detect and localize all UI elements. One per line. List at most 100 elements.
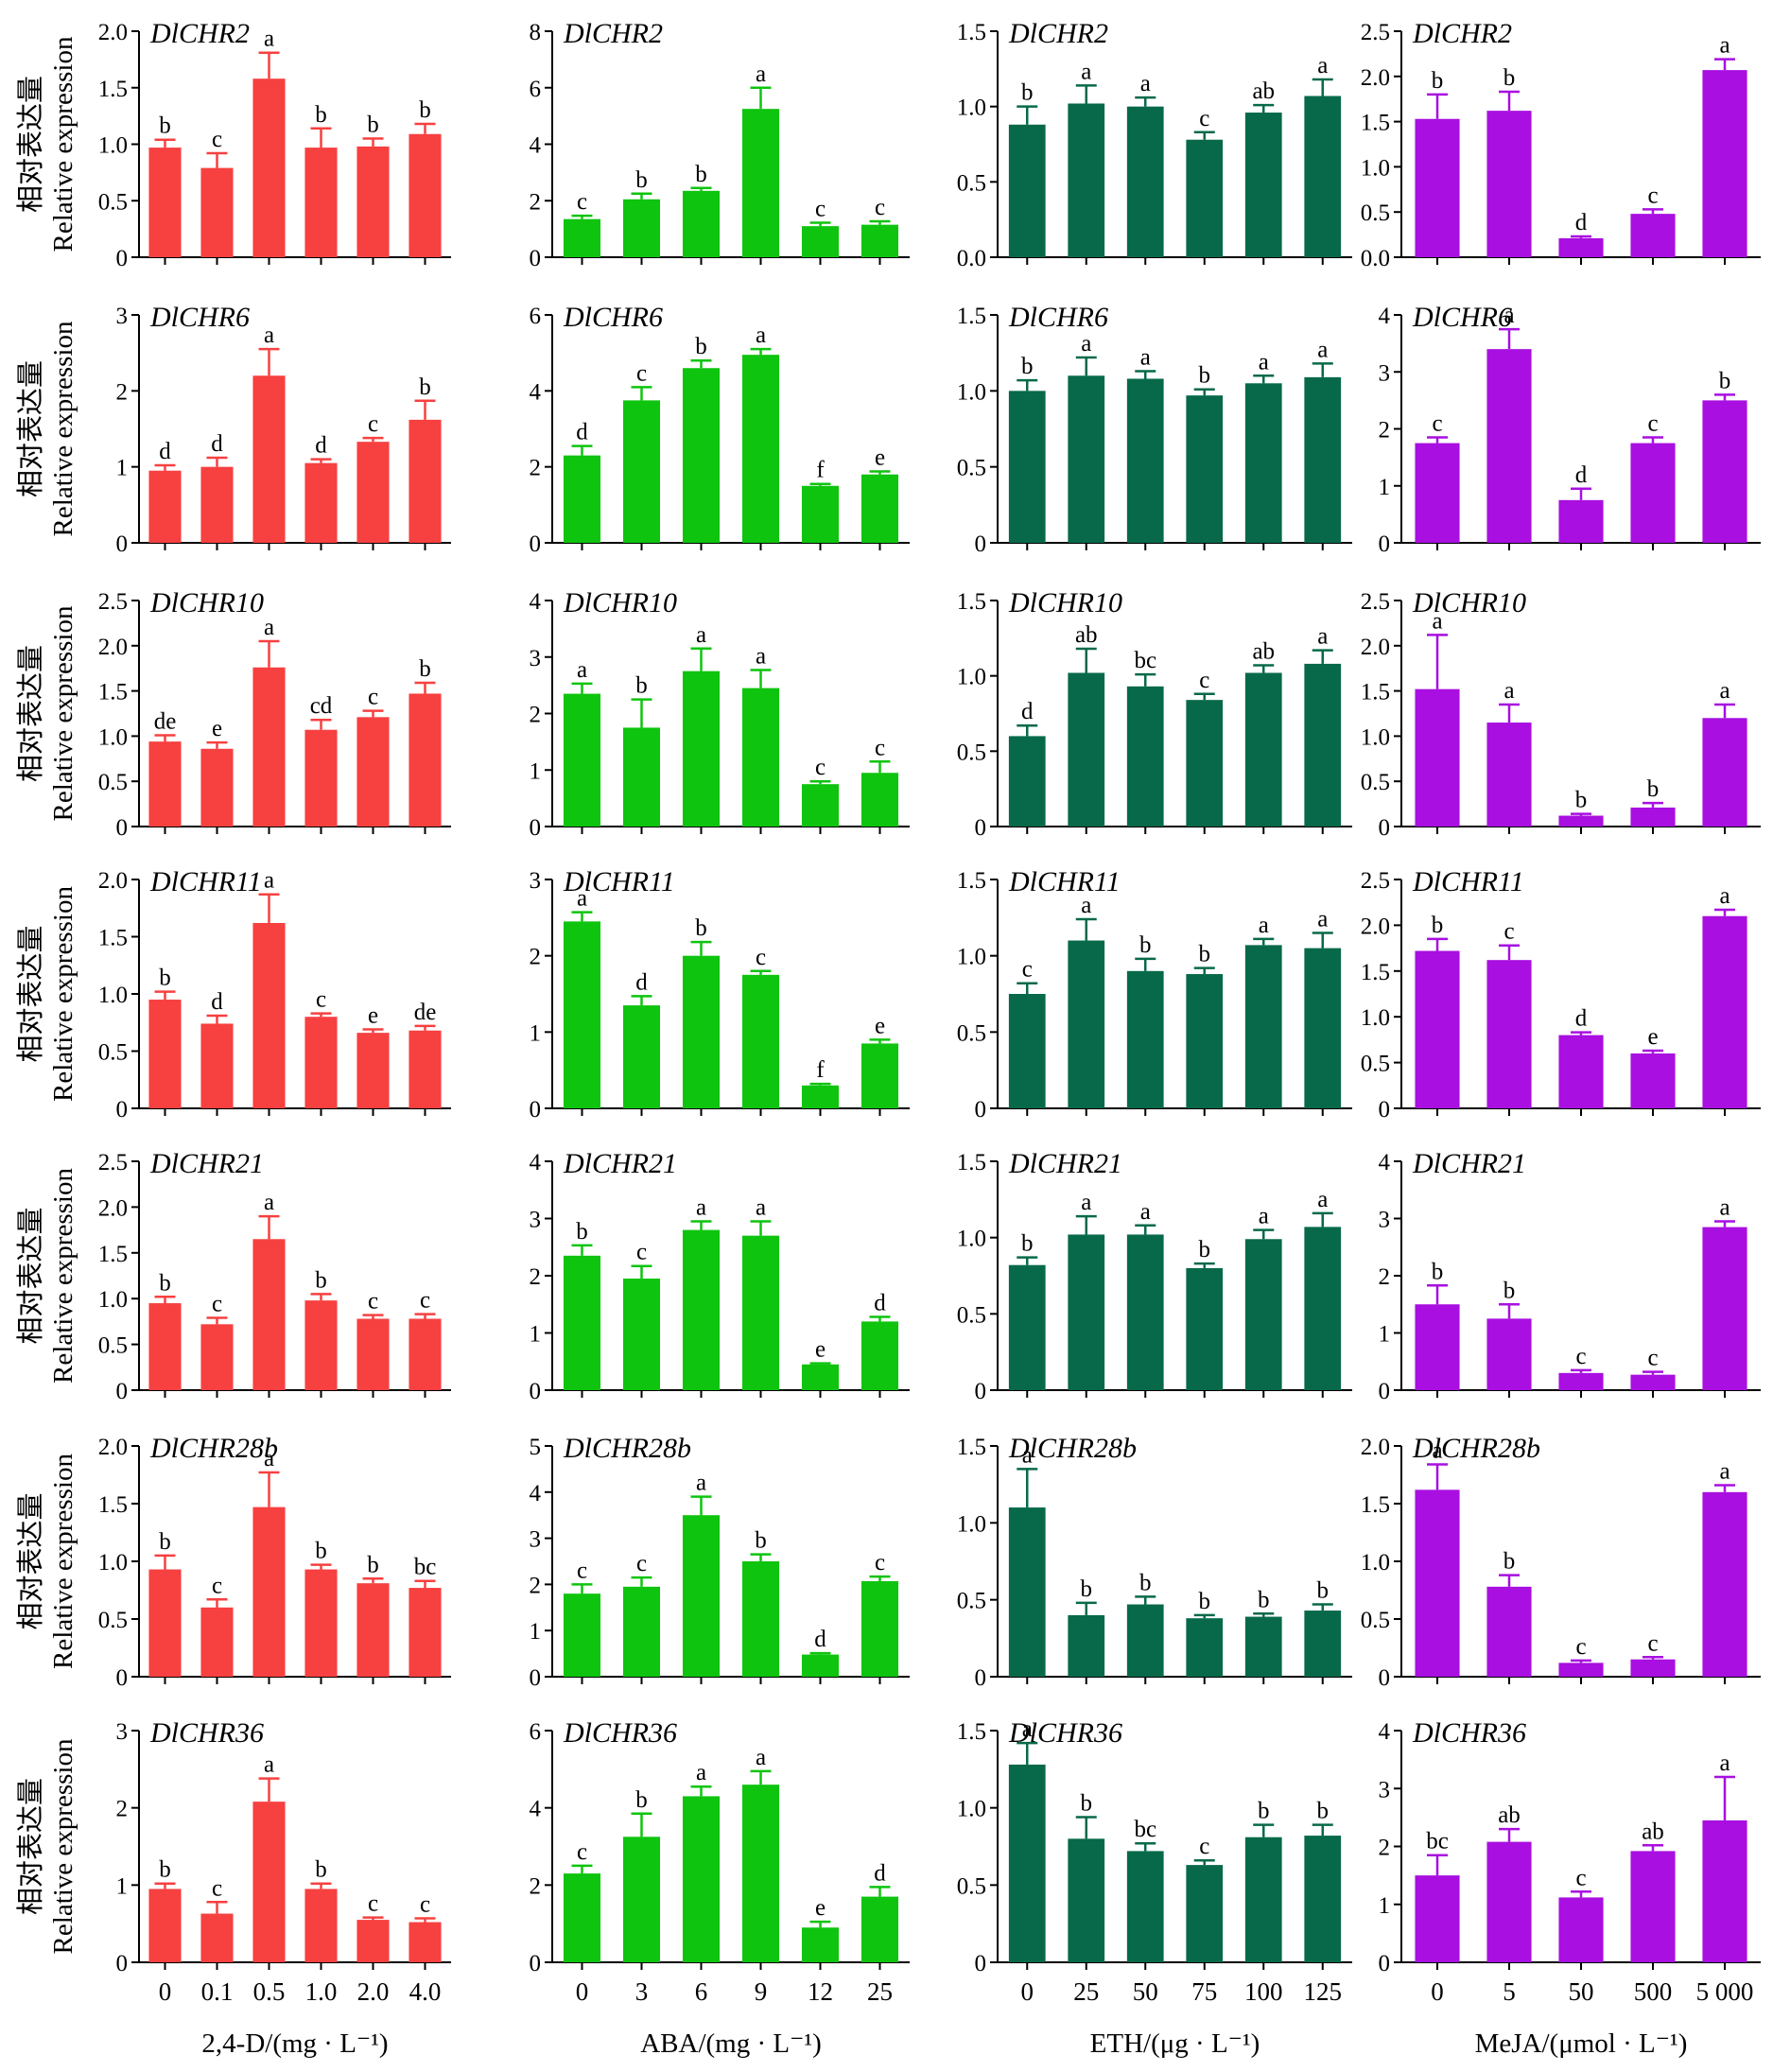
significance-letter: f — [816, 1057, 825, 1083]
significance-letter: d — [159, 439, 171, 464]
significance-letter: e — [875, 1013, 885, 1038]
significance-letter: b — [1719, 368, 1731, 393]
y-tick-label: 2.0 — [1361, 914, 1390, 939]
y-tick-label: 3 — [1379, 360, 1391, 386]
significance-letter: e — [1647, 1024, 1658, 1050]
bar — [148, 1889, 182, 1962]
significance-letter: b — [1432, 1259, 1444, 1284]
significance-letter: c — [1199, 106, 1209, 131]
x-tick-label: 0 — [1021, 1977, 1034, 2006]
bar — [622, 199, 661, 257]
y-tick-label: 2.0 — [98, 868, 128, 894]
y-tick-label: 1.5 — [957, 1150, 986, 1175]
bar — [1008, 391, 1046, 543]
significance-letter: a — [1259, 1204, 1269, 1229]
gene-label: DlCHR10 — [563, 587, 677, 618]
y-tick-label: 2.0 — [98, 20, 128, 45]
y-axis-title-en: Relative expression — [48, 321, 78, 536]
y-tick-label: 0.5 — [1361, 770, 1390, 795]
y-axis-title: 相对表达量 Relative expression — [14, 1168, 78, 1384]
y-tick-label: 1.0 — [1361, 1550, 1390, 1576]
y-tick-label: 1 — [1379, 1322, 1391, 1348]
y-tick-label: 1.5 — [98, 926, 128, 951]
bar — [304, 1300, 338, 1390]
significance-letter: b — [635, 1787, 648, 1813]
bar — [252, 667, 286, 827]
y-tick-label: 0.5 — [957, 456, 986, 481]
y-tick-label: 0 — [116, 246, 129, 271]
y-axis-title-cn: 相对表达量 — [14, 1778, 46, 1915]
significance-letter: c — [636, 360, 647, 386]
gene-label: DlCHR10 — [149, 587, 264, 618]
x-tick-label: 125 — [1304, 1977, 1343, 2006]
significance-letter: a — [1140, 71, 1151, 96]
y-tick-label: 0.5 — [957, 1302, 986, 1328]
y-tick-label: 1.5 — [1361, 960, 1390, 985]
significance-letter: c — [1647, 183, 1658, 208]
significance-letter: a — [1081, 331, 1091, 357]
bar — [1415, 688, 1460, 827]
y-tick-label: 0 — [1379, 1665, 1391, 1691]
significance-letter: a — [756, 643, 766, 669]
bar — [860, 1896, 899, 1962]
significance-letter: a — [1022, 1716, 1033, 1742]
panel-DlCHR10-ABA: 0 1 2 3 4 DlCHR10 a b a a c c — [530, 587, 910, 841]
bar — [1304, 1836, 1342, 1962]
y-tick-label: 0 — [530, 246, 542, 271]
significance-letter: a — [1317, 1187, 1328, 1212]
y-tick-label: 1.5 — [98, 1492, 128, 1518]
y-tick-label: 3 — [1379, 1208, 1391, 1233]
significance-letter: d — [1575, 210, 1588, 235]
bar — [408, 133, 442, 257]
significance-letter: ab — [1075, 622, 1098, 648]
y-axis-title-en: Relative expression — [48, 1738, 78, 1954]
bar — [1126, 1234, 1164, 1390]
significance-letter: b — [1575, 788, 1588, 813]
gene-label: DlCHR28b — [1412, 1433, 1540, 1464]
y-axis-title-cn: 相对表达量 — [14, 1492, 46, 1629]
significance-letter: b — [1647, 776, 1660, 802]
significance-letter: a — [264, 322, 274, 348]
significance-letter: a — [1081, 893, 1091, 918]
gene-label: DlCHR10 — [1008, 587, 1122, 618]
bar — [408, 1588, 442, 1677]
significance-letter: e — [875, 444, 885, 470]
y-axis-title-en: Relative expression — [48, 886, 78, 1102]
bar — [1486, 1318, 1532, 1390]
y-tick-label: 2 — [530, 703, 542, 728]
bar — [1244, 1837, 1282, 1962]
significance-letter: a — [756, 322, 766, 348]
y-tick-label: 0.5 — [957, 1873, 986, 1899]
bar — [563, 1255, 601, 1390]
bar — [1008, 1264, 1046, 1390]
y-tick-label: 4 — [530, 589, 542, 615]
bar — [682, 368, 721, 543]
y-tick-label: 4 — [530, 1150, 542, 1175]
x-tick-label: 5 000 — [1696, 1977, 1754, 2006]
bar — [860, 224, 899, 257]
bar — [1486, 349, 1532, 543]
bar — [1304, 948, 1342, 1108]
panel-DlCHR28b-ABA: 0 1 2 3 4 5 DlCHR28b c c a b d c — [530, 1433, 910, 1691]
significance-letter: b — [695, 915, 707, 941]
significance-letter: c — [875, 195, 885, 220]
significance-letter: b — [367, 113, 379, 138]
y-tick-label: 0 — [116, 1379, 129, 1404]
bar — [563, 1593, 601, 1677]
significance-letter: a — [756, 61, 766, 87]
y-tick-label: 2 — [530, 456, 542, 481]
y-tick-label: 0.5 — [98, 1040, 128, 1066]
y-tick-label: 0 — [116, 1097, 129, 1123]
bar — [1068, 375, 1105, 543]
significance-letter: bc — [1134, 648, 1156, 673]
bar — [1630, 1851, 1676, 1962]
gene-label: DlCHR21 — [1008, 1148, 1122, 1179]
bar — [1186, 1618, 1224, 1677]
bar — [304, 1017, 338, 1108]
bar — [1702, 718, 1747, 827]
y-axis-title-en: Relative expression — [48, 1168, 78, 1384]
significance-letter: ab — [1498, 1802, 1521, 1828]
y-tick-label: 0 — [530, 1097, 542, 1123]
